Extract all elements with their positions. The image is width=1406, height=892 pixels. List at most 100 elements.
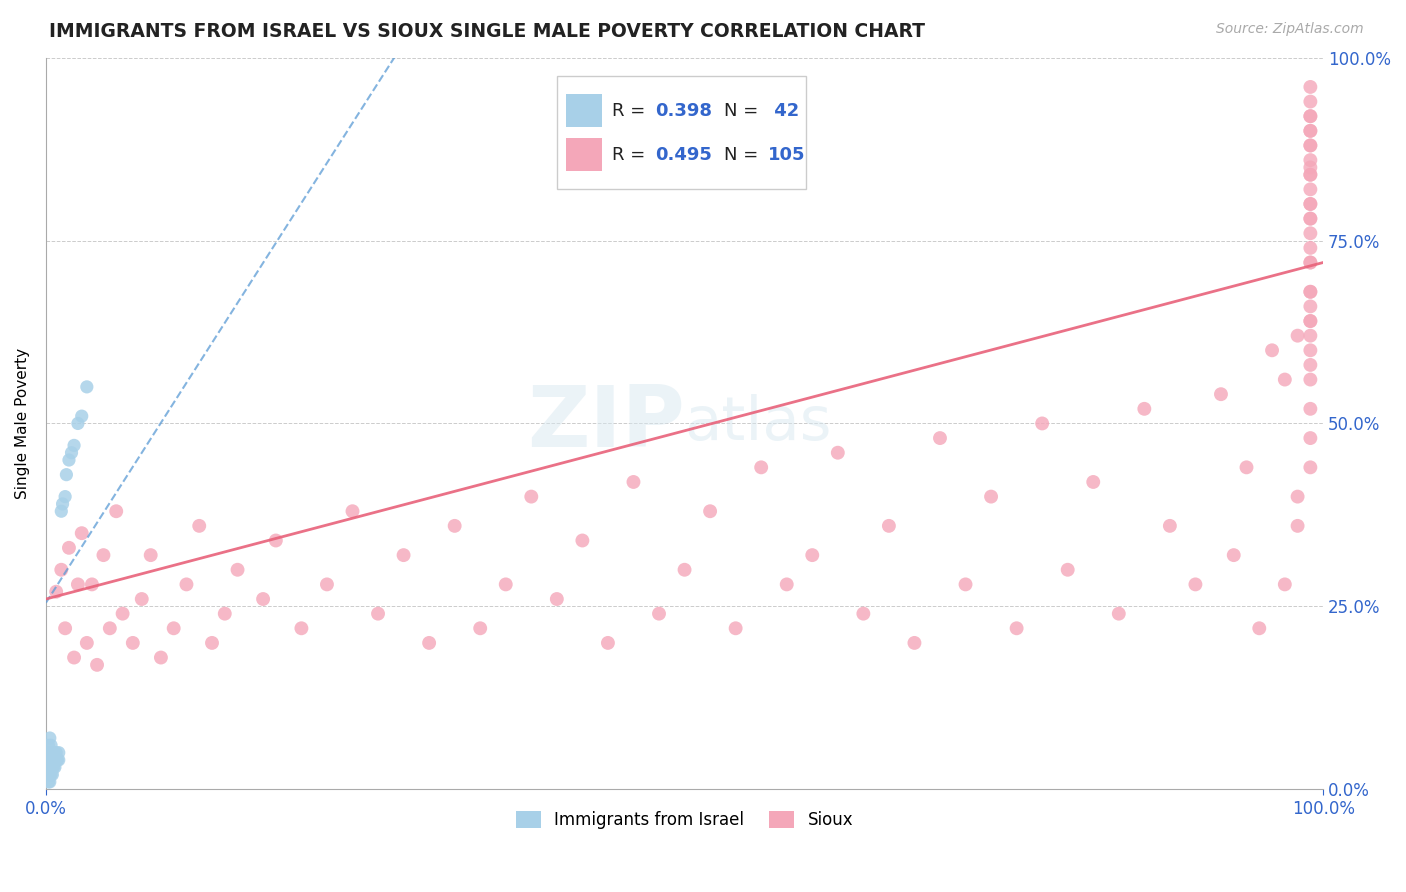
Point — [470, 621, 492, 635]
Point — [1083, 475, 1105, 489]
Point — [1274, 577, 1296, 591]
Point — [63, 650, 86, 665]
Point — [520, 490, 543, 504]
Point — [316, 577, 339, 591]
Point — [105, 504, 128, 518]
Point — [111, 607, 134, 621]
Point — [1299, 124, 1322, 138]
Point — [1299, 314, 1322, 328]
Point — [52, 497, 75, 511]
Point — [1236, 460, 1258, 475]
Point — [1299, 168, 1322, 182]
Point — [264, 533, 287, 548]
Point — [852, 607, 875, 621]
Point — [44, 753, 66, 767]
Point — [38, 739, 60, 753]
Point — [37, 767, 59, 781]
Point — [1249, 621, 1271, 635]
Y-axis label: Single Male Poverty: Single Male Poverty — [15, 348, 30, 499]
Point — [290, 621, 312, 635]
Point — [1133, 401, 1156, 416]
Text: ZIP: ZIP — [527, 382, 685, 465]
Text: N =: N = — [724, 146, 763, 164]
Point — [1299, 138, 1322, 153]
Point — [1299, 285, 1322, 299]
Point — [37, 753, 59, 767]
Text: N =: N = — [724, 102, 763, 120]
Text: 105: 105 — [768, 146, 806, 164]
Point — [1299, 197, 1322, 211]
Point — [39, 767, 62, 781]
Point — [1299, 168, 1322, 182]
Point — [724, 621, 747, 635]
Point — [66, 417, 89, 431]
Point — [41, 767, 63, 781]
Point — [252, 592, 274, 607]
Point — [45, 584, 67, 599]
Point — [58, 541, 80, 555]
Point — [1184, 577, 1206, 591]
Point — [38, 767, 60, 781]
Point — [45, 753, 67, 767]
Point — [42, 746, 65, 760]
Point — [1299, 153, 1322, 167]
Point — [1299, 300, 1322, 314]
Point — [53, 490, 76, 504]
Point — [37, 760, 59, 774]
Point — [60, 446, 83, 460]
Point — [1299, 197, 1322, 211]
Point — [66, 577, 89, 591]
Point — [776, 577, 799, 591]
Point — [1299, 373, 1322, 387]
Point — [1299, 109, 1322, 123]
Point — [80, 577, 103, 591]
Point — [1286, 490, 1309, 504]
Point — [418, 636, 440, 650]
Point — [1299, 314, 1322, 328]
Point — [596, 636, 619, 650]
Text: R =: R = — [612, 102, 651, 120]
Point — [623, 475, 645, 489]
Point — [1286, 328, 1309, 343]
FancyBboxPatch shape — [557, 76, 806, 189]
Text: Source: ZipAtlas.com: Source: ZipAtlas.com — [1216, 22, 1364, 37]
Point — [546, 592, 568, 607]
Point — [1299, 328, 1322, 343]
Point — [1299, 431, 1322, 445]
Point — [38, 760, 60, 774]
Point — [39, 760, 62, 774]
Point — [86, 657, 108, 672]
Point — [955, 577, 977, 591]
Point — [1299, 343, 1322, 358]
Point — [70, 409, 93, 424]
Point — [131, 592, 153, 607]
Point — [342, 504, 364, 518]
Point — [1299, 358, 1322, 372]
Point — [1299, 95, 1322, 109]
Text: 42: 42 — [768, 102, 799, 120]
Point — [139, 548, 162, 562]
Point — [38, 775, 60, 789]
Point — [76, 636, 98, 650]
Point — [39, 739, 62, 753]
Point — [443, 519, 465, 533]
Point — [1299, 460, 1322, 475]
Text: 0.495: 0.495 — [655, 146, 711, 164]
Point — [1299, 255, 1322, 269]
Point — [392, 548, 415, 562]
Point — [38, 775, 60, 789]
Text: 0.398: 0.398 — [655, 102, 713, 120]
Point — [53, 621, 76, 635]
Point — [495, 577, 517, 591]
Point — [48, 746, 70, 760]
Point — [42, 753, 65, 767]
Text: IMMIGRANTS FROM ISRAEL VS SIOUX SINGLE MALE POVERTY CORRELATION CHART: IMMIGRANTS FROM ISRAEL VS SIOUX SINGLE M… — [49, 22, 925, 41]
Point — [188, 519, 211, 533]
Point — [176, 577, 198, 591]
Legend: Immigrants from Israel, Sioux: Immigrants from Israel, Sioux — [509, 805, 860, 836]
Point — [1299, 241, 1322, 255]
Point — [70, 526, 93, 541]
Point — [63, 438, 86, 452]
Point — [1299, 285, 1322, 299]
Point — [38, 760, 60, 774]
